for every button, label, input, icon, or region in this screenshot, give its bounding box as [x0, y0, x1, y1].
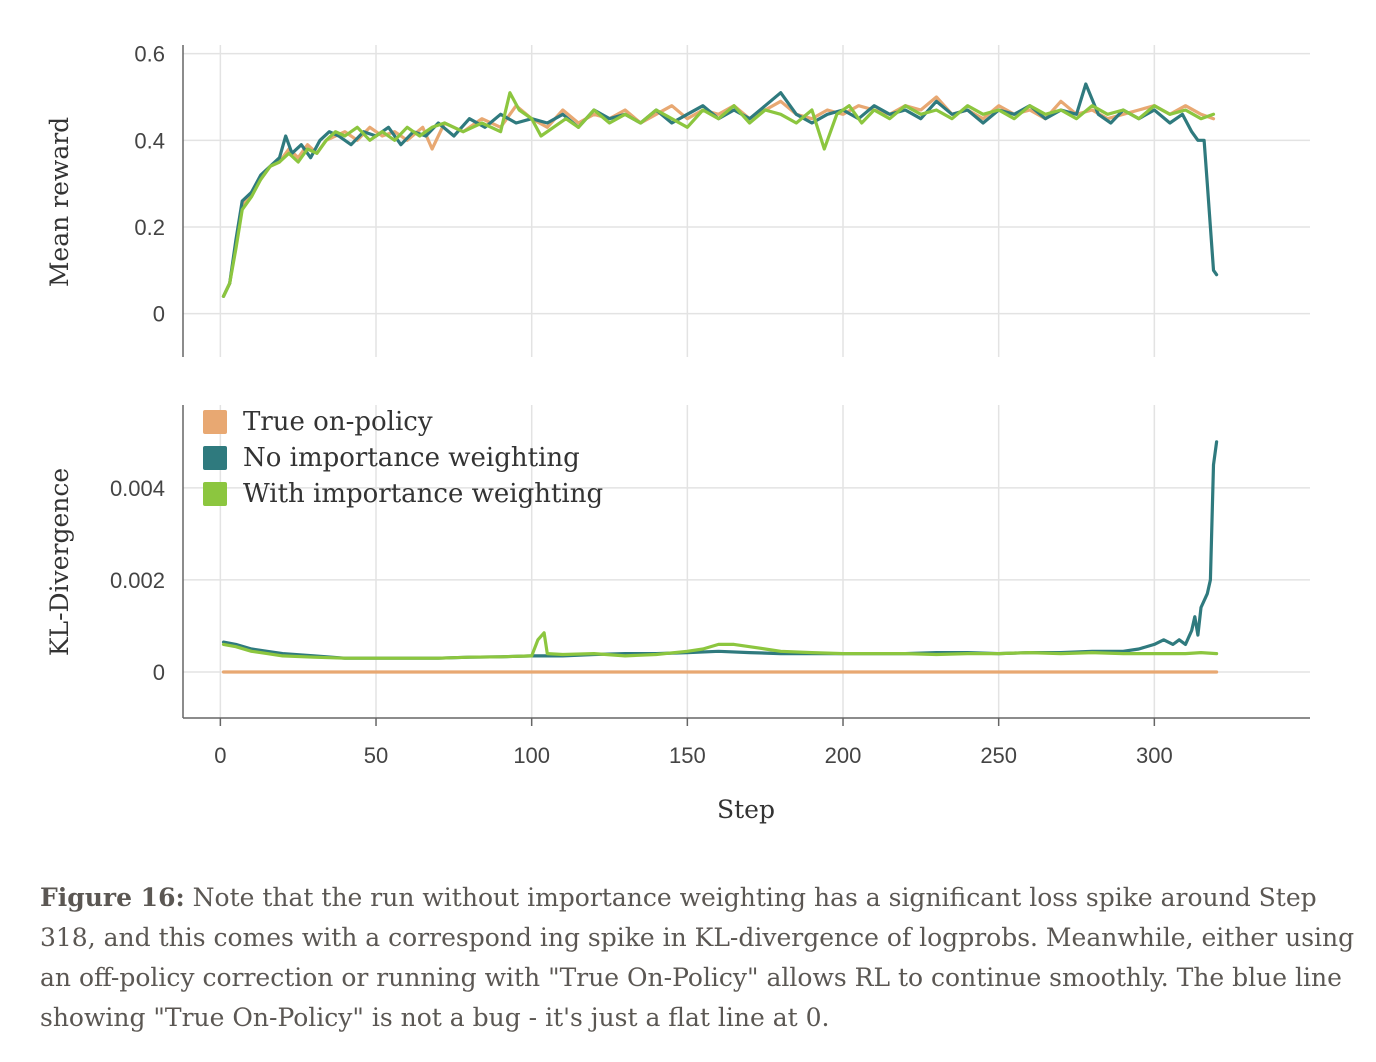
caption-text: Note that the run without importance wei…	[40, 883, 1355, 1032]
x-tick-label: 150	[669, 743, 706, 768]
x-axis-title: Step	[717, 795, 775, 824]
y-tick-label: 0.002	[110, 568, 165, 593]
series-line-no-importance-kl	[221, 440, 1219, 660]
bottom-panel: 0 0.002 0.004 0 50 100 150 200 250 300	[110, 405, 1310, 768]
series-line-with-importance-reward	[221, 91, 1216, 298]
y-tick-label: 0.004	[110, 476, 165, 501]
legend-swatch	[203, 482, 227, 506]
bottom-y-axis-title: KL-Divergence	[45, 468, 74, 656]
y-tick-label: 0	[153, 660, 165, 685]
legend-label: With importance weighting	[243, 479, 603, 509]
legend: True on-policy No importance weighting Wit…	[203, 407, 603, 509]
y-tick-label: 0.6	[134, 42, 165, 67]
y-tick-label: 0.4	[134, 128, 165, 153]
top-panel: 0 0.2 0.4 0.6	[134, 42, 1310, 357]
series-line-true-on-policy-reward	[221, 95, 1216, 298]
figure-caption: Figure 16: Note that the run without imp…	[40, 878, 1360, 1038]
figure-16-chart: 0 0.2 0.4 0.6 0 0.002 0.004 0 50 100 150 200 250 300…	[45, 42, 1310, 824]
legend-swatch	[203, 410, 227, 434]
y-tick-label: 0.2	[134, 215, 165, 240]
x-tick-label: 250	[980, 743, 1017, 768]
legend-swatch	[203, 446, 227, 470]
y-tick-label: 0	[153, 302, 165, 327]
x-tick-label: 50	[364, 743, 388, 768]
x-tick-label: 300	[1136, 743, 1173, 768]
series-line-no-importance-reward	[221, 82, 1219, 298]
x-tick-label: 200	[825, 743, 862, 768]
x-tick-label: 100	[513, 743, 550, 768]
top-y-axis-title: Mean reward	[45, 117, 74, 287]
legend-label: No importance weighting	[243, 443, 580, 473]
caption-label: Figure 16:	[40, 883, 185, 912]
x-tick-label: 0	[214, 743, 226, 768]
series-line-with-importance-kl	[221, 631, 1219, 660]
legend-label: True on-policy	[243, 407, 433, 437]
